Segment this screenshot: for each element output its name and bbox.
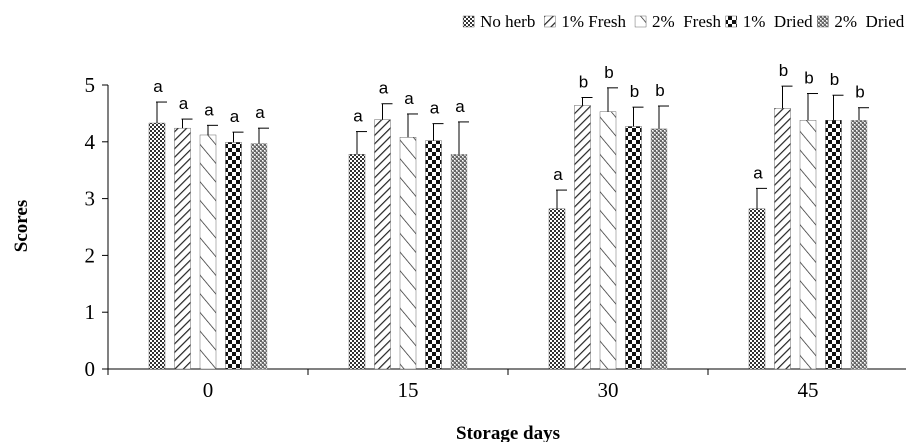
y-tick-label: 1 [85, 300, 96, 324]
significance-label: b [779, 61, 788, 80]
bar [250, 143, 268, 370]
bar [548, 208, 566, 370]
legend-swatch [817, 15, 829, 28]
bar [825, 120, 842, 370]
legend-swatch [634, 15, 647, 28]
y-tick-label: 0 [85, 357, 96, 381]
significance-label: a [753, 163, 763, 182]
significance-label: a [553, 165, 563, 184]
legend-label: 1% Fresh [561, 12, 626, 31]
legend-swatch [462, 15, 475, 28]
bar [425, 140, 442, 370]
x-axis: 0 15 30 45 [107, 368, 906, 402]
significance-label: a [230, 107, 240, 126]
bar [348, 154, 366, 370]
y-tick-label: 3 [85, 187, 96, 211]
y-tick-label: 4 [85, 130, 96, 154]
bar [174, 127, 191, 370]
bar [774, 108, 791, 370]
y-tick-label: 2 [85, 243, 96, 267]
significance-label: a [255, 103, 265, 122]
significance-label: b [804, 69, 813, 88]
significance-label: b [830, 70, 839, 89]
significance-label: b [655, 81, 664, 100]
legend-label: 2% Fresh [652, 12, 721, 31]
bar [650, 128, 668, 370]
legend-label: 1% Dried [743, 12, 813, 31]
legend-label: No herb [480, 12, 535, 31]
significance-label: a [379, 79, 389, 98]
bar [599, 111, 617, 370]
significance-label: a [204, 100, 214, 119]
error-bars-group [156, 85, 869, 209]
bar [799, 120, 817, 370]
significance-label: b [630, 82, 639, 101]
bar [574, 105, 591, 370]
significance-label: b [855, 83, 864, 102]
significance-label: b [604, 63, 613, 82]
legend: No herb 1% Fresh 2% Fresh 1% Dried 2% Dried [462, 12, 905, 31]
bars-group [148, 105, 868, 370]
bar [374, 119, 391, 370]
significance-label: a [153, 77, 163, 96]
x-axis-title: Storage days [456, 423, 560, 442]
y-axis: 0 1 2 3 4 5 [85, 73, 109, 381]
x-tick-label: 0 [203, 378, 214, 402]
significance-label: a [353, 107, 363, 126]
bar [625, 126, 642, 370]
bar [199, 134, 217, 370]
bar [450, 154, 468, 370]
significance-label: a [404, 89, 414, 108]
x-tick-label: 45 [798, 378, 819, 402]
legend-swatch [725, 15, 737, 28]
x-tick-label: 15 [398, 378, 419, 402]
bar [225, 142, 242, 370]
y-tick-label: 5 [85, 73, 96, 97]
y-axis-title: Scores [11, 200, 32, 252]
bar [748, 208, 766, 370]
legend-label: 2% Dried [834, 12, 904, 31]
bar [850, 120, 868, 370]
bar [399, 137, 417, 370]
significance-label: a [430, 99, 440, 118]
bar [148, 122, 166, 370]
x-tick-label: 30 [598, 378, 619, 402]
significance-label: b [579, 72, 588, 91]
significance-label: a [179, 94, 189, 113]
legend-swatch [544, 15, 556, 28]
significance-label: a [455, 97, 465, 116]
